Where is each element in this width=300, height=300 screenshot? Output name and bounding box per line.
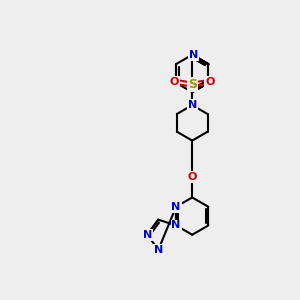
- Text: N: N: [171, 202, 181, 212]
- Text: N: N: [143, 230, 152, 240]
- Text: N: N: [188, 100, 197, 110]
- Text: S: S: [188, 78, 197, 91]
- Text: O: O: [170, 77, 179, 87]
- Text: O: O: [205, 77, 214, 87]
- Text: N: N: [189, 50, 198, 60]
- Text: O: O: [188, 172, 197, 182]
- Text: N: N: [171, 220, 181, 230]
- Text: N: N: [154, 245, 163, 255]
